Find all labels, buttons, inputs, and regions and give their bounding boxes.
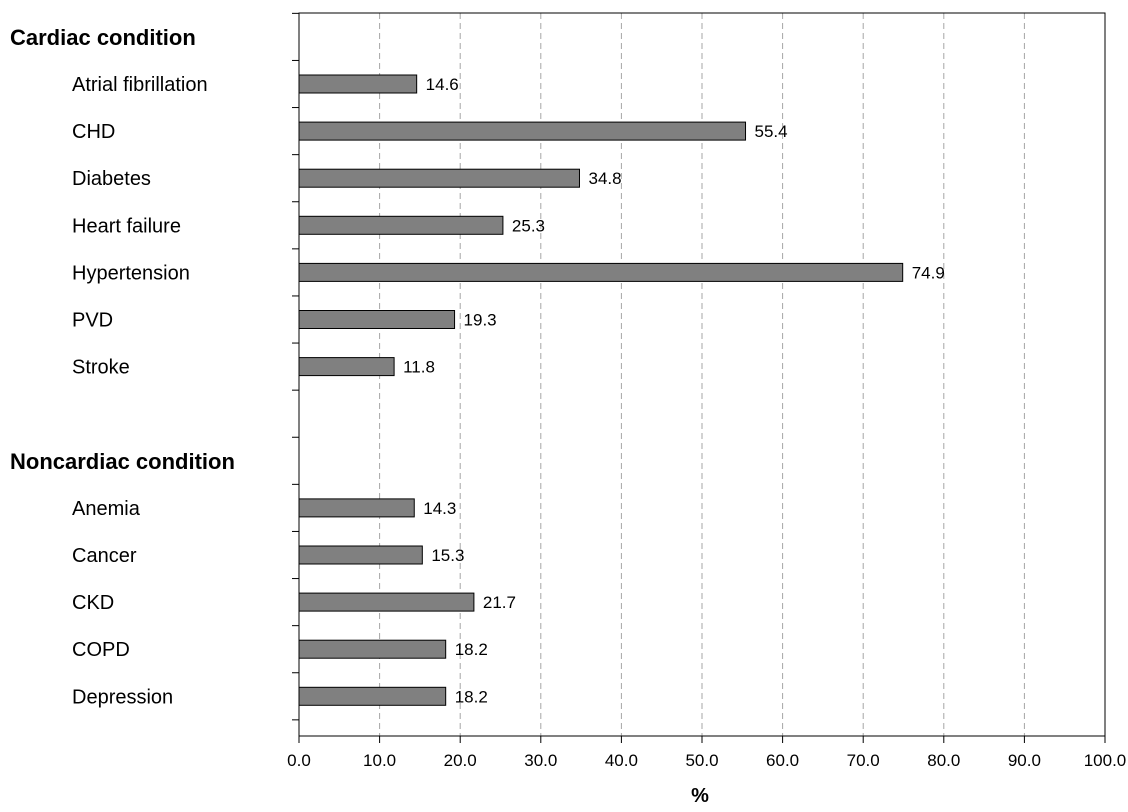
category-label: CKD bbox=[72, 592, 114, 614]
bar bbox=[298, 168, 580, 188]
bar bbox=[298, 686, 447, 706]
x-tick-label: 90.0 bbox=[1008, 751, 1041, 770]
category-label: Hypertension bbox=[72, 262, 190, 284]
bar-value-label: 14.3 bbox=[423, 499, 456, 518]
x-tick-label: 100.0 bbox=[1084, 751, 1127, 770]
category-label: Cancer bbox=[72, 545, 137, 567]
bar-value-label: 19.3 bbox=[464, 311, 497, 330]
bar bbox=[298, 545, 423, 565]
group-header: Noncardiac condition bbox=[10, 449, 235, 474]
plot-frame bbox=[298, 12, 1106, 737]
bar-value-label: 14.6 bbox=[426, 75, 459, 94]
category-label: Stroke bbox=[72, 357, 130, 379]
bar bbox=[298, 498, 415, 518]
category-label: CHD bbox=[72, 121, 115, 143]
category-label: PVD bbox=[72, 310, 113, 332]
bar bbox=[298, 357, 395, 377]
bar-value-label: 25.3 bbox=[512, 216, 545, 235]
label-layer: 0.0 10.0 20.0 30.0 40.0 50.0 60.0 70.0 80.0 90.0 1… bbox=[10, 25, 1126, 770]
bar bbox=[298, 74, 418, 94]
category-label: Diabetes bbox=[72, 168, 151, 190]
bar-value-label: 21.7 bbox=[483, 593, 516, 612]
x-axis-title: % bbox=[691, 785, 709, 807]
x-tick-label: 10.0 bbox=[363, 751, 396, 770]
category-label: Heart failure bbox=[72, 215, 181, 237]
bar bbox=[298, 592, 475, 612]
category-label: Atrial fibrillation bbox=[72, 74, 208, 96]
bar bbox=[298, 639, 447, 659]
x-tick-label: 50.0 bbox=[685, 751, 718, 770]
bar bbox=[298, 121, 747, 141]
x-tick-label: 0.0 bbox=[287, 751, 311, 770]
bar bbox=[298, 310, 456, 329]
bar-value-label: 15.3 bbox=[431, 546, 464, 565]
x-tick-label: 20.0 bbox=[444, 751, 477, 770]
category-label: Depression bbox=[72, 686, 173, 708]
bar-value-label: 34.8 bbox=[588, 169, 621, 188]
group-header: Cardiac condition bbox=[10, 25, 196, 50]
bar-value-label: 18.2 bbox=[455, 687, 488, 706]
bar-value-label: 55.4 bbox=[755, 122, 788, 141]
bar-value-label: 18.2 bbox=[455, 640, 488, 659]
grid-layer bbox=[379, 13, 1106, 736]
bar-value-label: 11.8 bbox=[403, 358, 435, 377]
category-label: COPD bbox=[72, 639, 130, 661]
x-tick-label: 60.0 bbox=[766, 751, 799, 770]
bar bbox=[298, 215, 504, 235]
x-tick-label: 80.0 bbox=[927, 751, 960, 770]
category-label: Anemia bbox=[72, 498, 141, 520]
bar-layer bbox=[298, 74, 904, 706]
x-tick-label: 30.0 bbox=[524, 751, 557, 770]
bar-value-label: 74.9 bbox=[912, 263, 945, 282]
x-tick-label: 70.0 bbox=[847, 751, 880, 770]
x-tick-label: 40.0 bbox=[605, 751, 638, 770]
bar bbox=[298, 262, 904, 282]
axis-layer bbox=[292, 12, 1106, 743]
